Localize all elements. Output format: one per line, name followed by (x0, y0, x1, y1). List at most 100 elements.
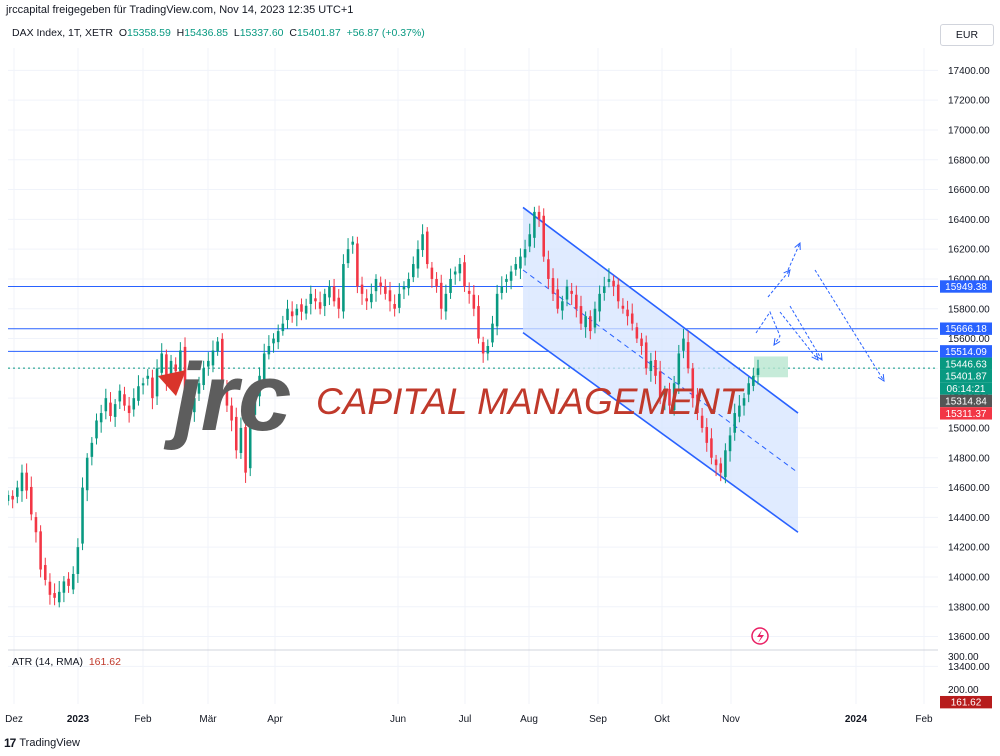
candle-body (85, 457, 89, 491)
currency-button[interactable]: EUR (940, 24, 994, 46)
candle-body (537, 211, 541, 220)
candle-body (640, 338, 643, 346)
candle-body (202, 368, 205, 386)
y-tick-label: 13800.00 (948, 602, 990, 613)
candle-body (654, 360, 657, 376)
candle-body (626, 309, 629, 317)
y-tick-label: 15000.00 (948, 423, 990, 434)
candle-body (174, 364, 177, 372)
candle-body (416, 249, 420, 269)
candle-body (425, 231, 429, 265)
x-tick-label: Nov (722, 714, 740, 725)
candle-body (728, 435, 732, 452)
candle-body (444, 293, 448, 312)
candle-body (183, 346, 187, 391)
candle-body (402, 286, 406, 290)
candle-body (365, 298, 368, 302)
y-tick-label: 17400.00 (948, 66, 990, 77)
candle-body (90, 442, 94, 457)
channel-lower[interactable] (522, 331, 799, 533)
candle-body (356, 243, 359, 287)
candle-body (95, 420, 98, 439)
tradingview-brand[interactable]: TradingView (19, 737, 80, 749)
candle-body (635, 327, 639, 339)
candle-body (547, 259, 550, 279)
candle-body (11, 495, 14, 500)
candle-body (682, 338, 685, 351)
candle-body (309, 293, 313, 304)
candle-body (677, 353, 681, 385)
x-tick-label: Feb (134, 714, 152, 725)
open-value: 15358.59 (126, 27, 171, 39)
candle-body (351, 241, 355, 245)
candle-body (8, 495, 10, 501)
y-tick-label: 13600.00 (948, 632, 990, 643)
candle-body (81, 487, 84, 544)
candle-body (724, 450, 727, 478)
candle-body (258, 375, 261, 397)
candle-body (109, 402, 112, 417)
candle-body (53, 593, 56, 598)
candle-body (602, 286, 606, 293)
symbol-label[interactable]: DAX Index, 1T, XETR (12, 27, 113, 39)
candle-body (267, 346, 271, 355)
candle-body (533, 211, 536, 238)
high-value: 15436.85 (184, 27, 229, 39)
y-tick-label: 14600.00 (948, 483, 990, 494)
candle-body (430, 267, 434, 279)
atr-legend: ATR (14, RMA) 161.62 (12, 656, 121, 668)
watermark-logo: jrc CAPITAL MANAGEMENT (158, 344, 745, 451)
candle-body (262, 353, 266, 381)
arrow-pullback (755, 310, 781, 346)
footer: 17 TradingView (4, 736, 80, 750)
candle-body (34, 517, 38, 533)
y-tick-label: 14800.00 (948, 453, 990, 464)
candle-body (505, 278, 508, 282)
candle-body (607, 278, 611, 282)
high-label: H (176, 27, 185, 39)
candle-body (458, 264, 462, 274)
y-tick-label: 14200.00 (948, 543, 990, 554)
atr-tick-label: 300.00 (948, 652, 979, 663)
price-tag (940, 382, 992, 395)
candle-body (99, 413, 103, 423)
candle-body (137, 386, 140, 401)
price-tag-label: 15401.87 (945, 372, 987, 383)
candle-body (118, 390, 122, 402)
candle-body (705, 427, 709, 443)
candle-body (579, 306, 583, 324)
watermark-mark: jrc (163, 344, 291, 451)
candle-body (439, 282, 443, 309)
tradingview-logo-icon[interactable]: 17 (4, 736, 16, 750)
candle-body (686, 342, 690, 369)
candle-body (481, 342, 485, 354)
candle-body (30, 486, 33, 515)
candle-body (239, 427, 243, 453)
price-tag (940, 369, 992, 383)
arrow-down-2 (789, 305, 823, 361)
y-tick-label: 15800.00 (948, 304, 990, 315)
price-tag (940, 407, 992, 420)
lightning-icon[interactable] (751, 627, 769, 645)
candle-body (565, 286, 569, 300)
candle-body (318, 302, 322, 309)
candle-body (146, 375, 150, 379)
candle-body (346, 249, 350, 264)
arrow-down-3 (814, 269, 885, 382)
time-axis[interactable]: Dez 2023 Feb Mär Apr Jun Jul Aug Sep Okt Nov 2024 Fe… (5, 714, 933, 725)
y-tick-label: 16200.00 (948, 245, 990, 256)
candle-body (663, 390, 667, 400)
y-tick-label: 17000.00 (948, 125, 990, 136)
candle-body (276, 331, 280, 343)
candle-body (398, 293, 401, 308)
candle-body (463, 262, 466, 287)
price-tag (940, 345, 992, 358)
candle-body (733, 413, 736, 433)
candle-body (25, 472, 28, 491)
candle-body (71, 573, 75, 590)
candle-body (374, 278, 378, 292)
candle-body (188, 393, 191, 414)
candle-body (407, 278, 410, 289)
